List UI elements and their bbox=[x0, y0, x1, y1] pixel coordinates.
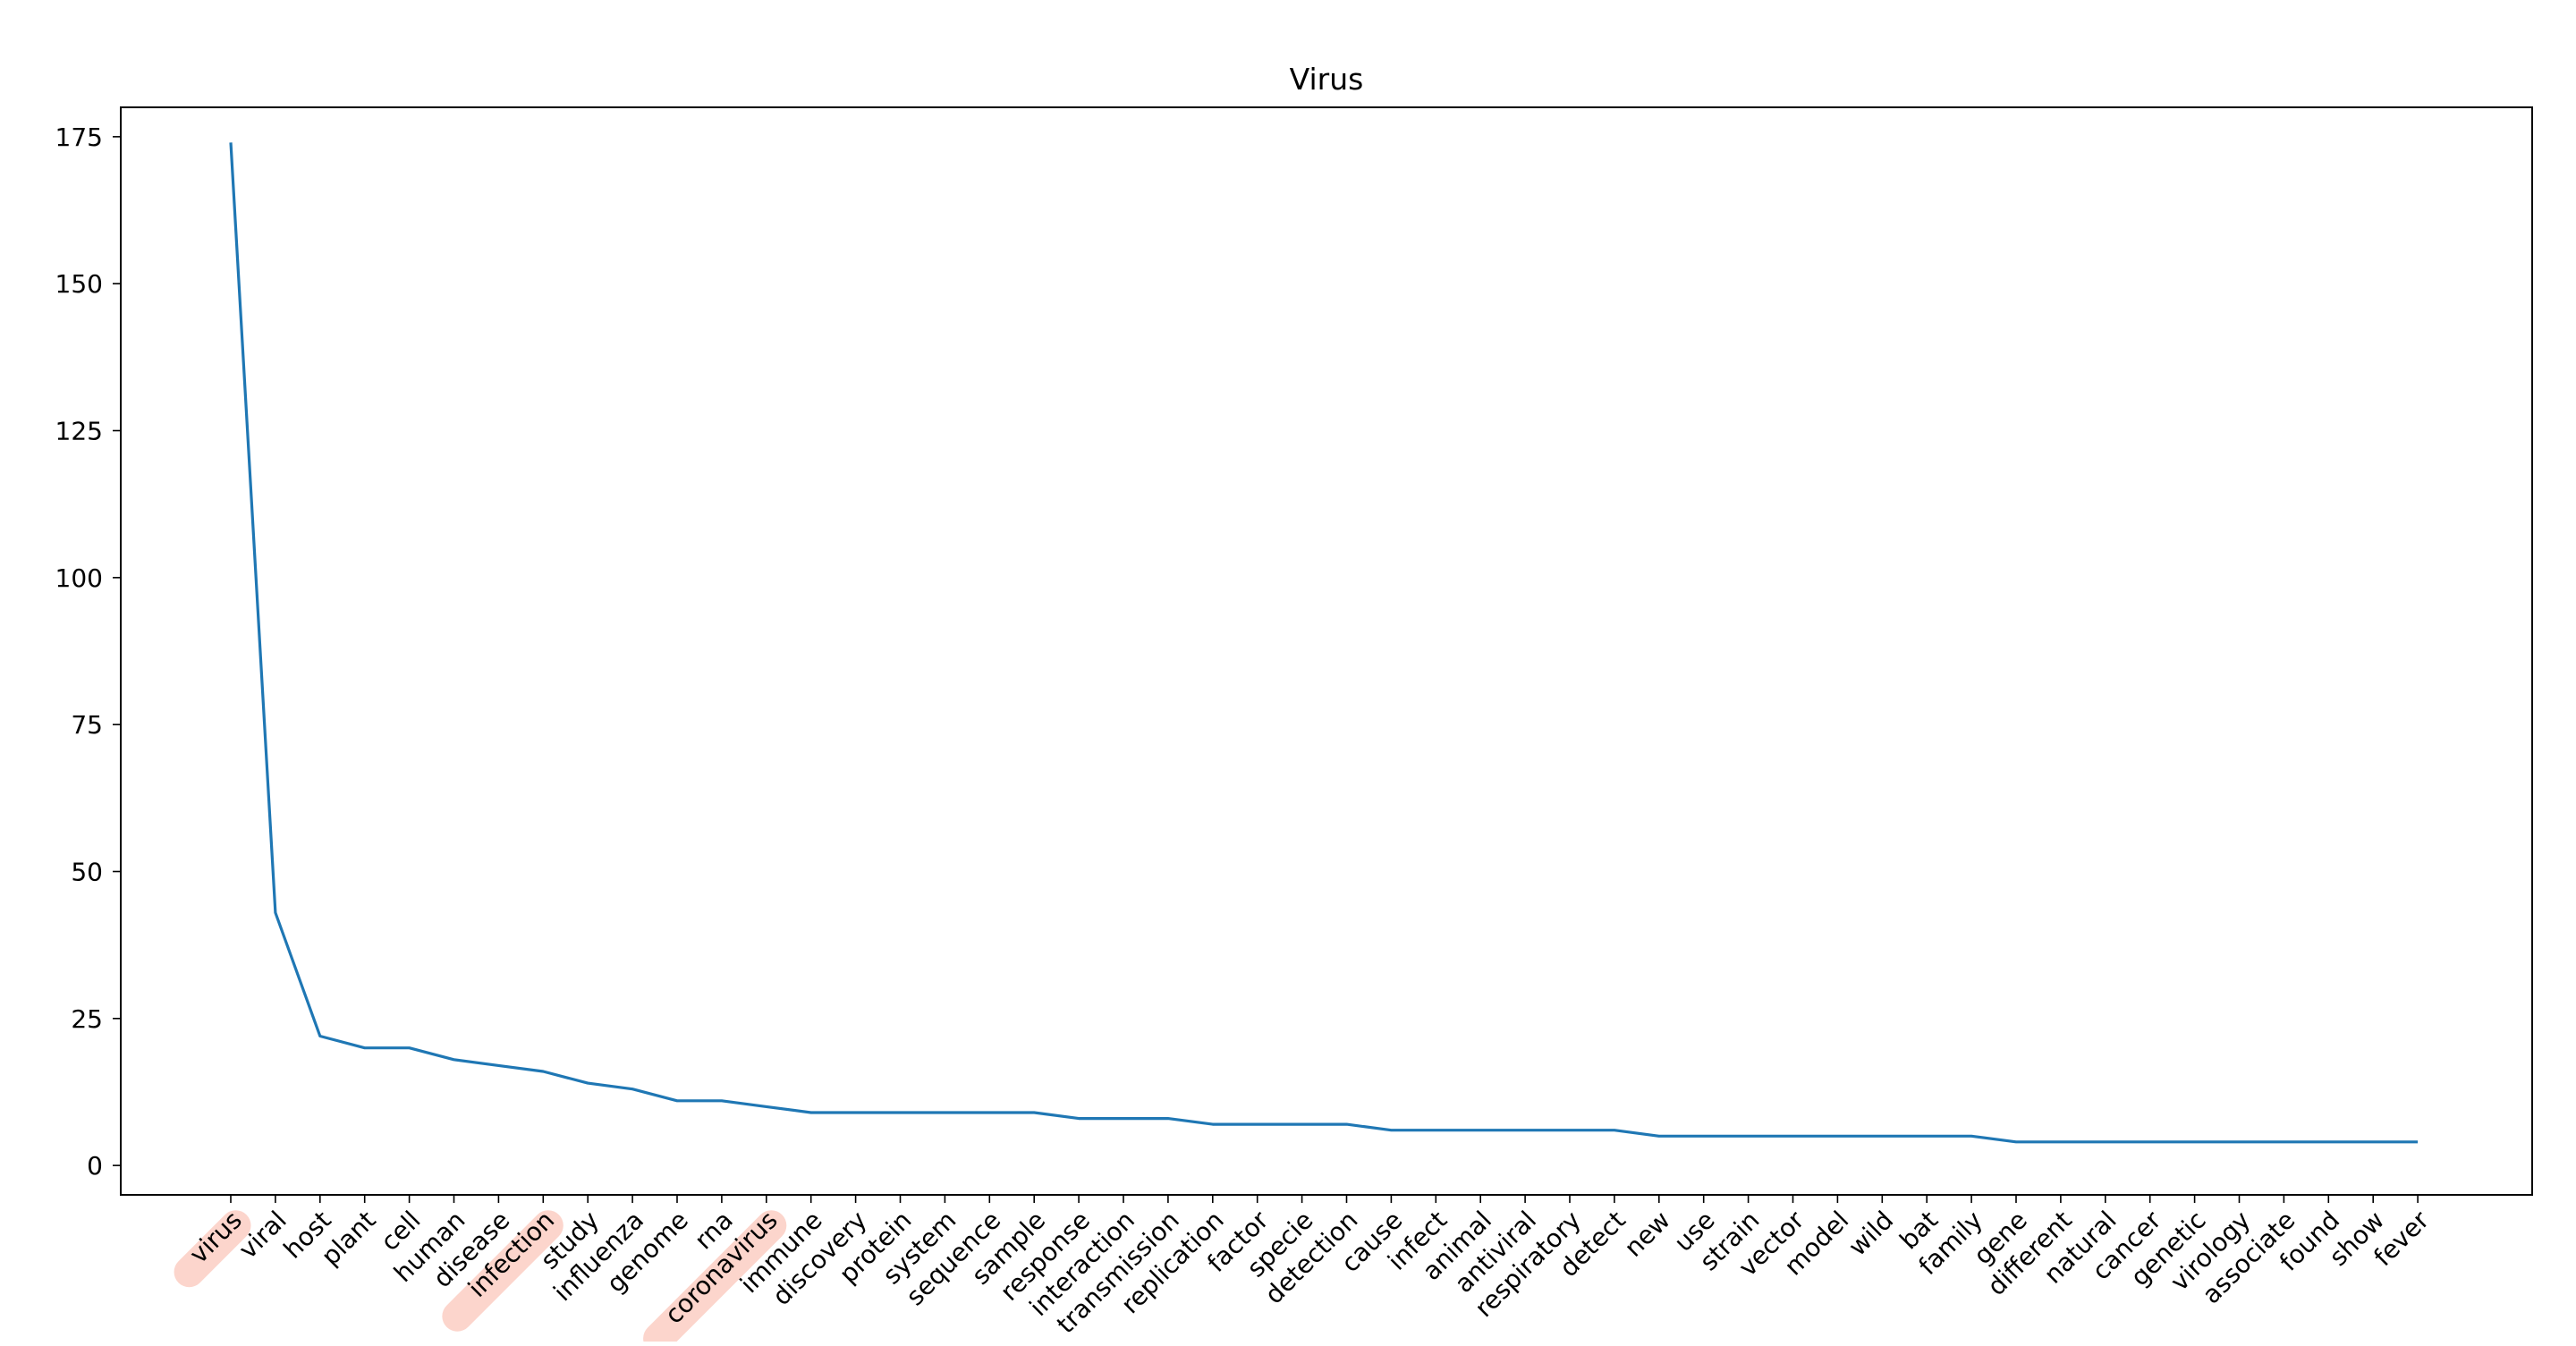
y-tick-label: 25 bbox=[71, 1004, 103, 1034]
y-tick-label: 150 bbox=[55, 269, 103, 299]
y-tick-label: 100 bbox=[55, 563, 103, 593]
chart-title: Virus bbox=[1290, 62, 1364, 97]
y-tick-label: 175 bbox=[55, 123, 103, 152]
y-tick-label: 50 bbox=[71, 857, 103, 886]
y-tick-label: 0 bbox=[87, 1151, 103, 1181]
y-tick-label: 125 bbox=[55, 417, 103, 446]
y-tick-label: 75 bbox=[71, 710, 103, 740]
